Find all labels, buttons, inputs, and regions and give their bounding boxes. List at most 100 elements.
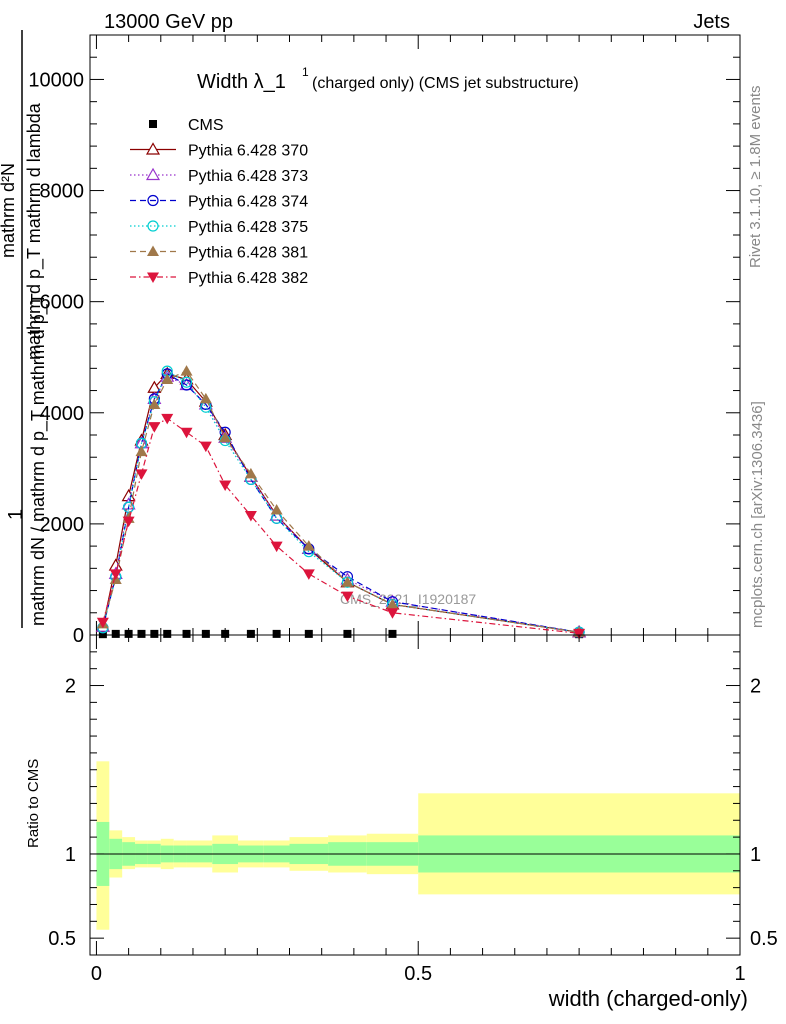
- legend-marker: [147, 220, 159, 232]
- data-point: [180, 365, 193, 376]
- plot-title: Width λ_1 1 (charged only) (CMS jet subs…: [197, 65, 579, 93]
- main-y-ticks: 0 2000 4000 6000 8000 10000: [28, 34, 740, 647]
- data-point: [180, 427, 193, 439]
- x-axis-label: width (charged-only): [548, 986, 748, 1011]
- legend-label: Pythia 6.428 382: [188, 270, 308, 287]
- data-point: [148, 422, 161, 433]
- ratio-ytick-label-right: 1: [750, 844, 761, 866]
- data-point: [272, 629, 281, 638]
- ratio-xtick-label: 0: [91, 963, 102, 985]
- main-x-ticks: [95, 35, 741, 635]
- data-point: [111, 629, 120, 638]
- data-point: [163, 629, 172, 638]
- data-point: [341, 591, 354, 603]
- series-6: [96, 413, 586, 640]
- data-point: [302, 540, 315, 551]
- data-point: [161, 413, 174, 425]
- data-point: [148, 398, 161, 409]
- data-point: [246, 629, 255, 638]
- ratio-plot-frame: [89, 634, 741, 956]
- data-point: [96, 617, 109, 629]
- ratio-ytick-label: 1: [65, 844, 76, 866]
- legend-item: Pythia 6.428 375: [130, 219, 308, 236]
- header-left: 13000 GeV pp: [104, 11, 233, 33]
- data-point: [343, 629, 352, 638]
- legend-marker: [147, 245, 159, 256]
- series-line: [102, 370, 580, 633]
- ylabel-denominator: mathrm dN / mathrm d p_T mathrm d p_T: [28, 293, 49, 626]
- data-point: [135, 445, 148, 457]
- legend-item: CMS: [149, 117, 224, 134]
- data-point: [270, 504, 283, 515]
- ratio-y-ticks: 0.5 0.5 1 1 2 2: [48, 651, 778, 950]
- title-sub: (charged only) (CMS jet substructure): [312, 75, 579, 92]
- legend-item: Pythia 6.428 370: [130, 142, 308, 160]
- data-point: [221, 629, 230, 638]
- data-point: [341, 576, 354, 587]
- main-y-axis-label: 1 mathrm d²N mathrm d p_T mathrm d lambd…: [0, 30, 49, 628]
- legend-item: Pythia 6.428 382: [130, 270, 308, 287]
- ratio-ytick-label: 0.5: [48, 928, 76, 950]
- data-point: [199, 392, 212, 404]
- data-point: [123, 501, 135, 513]
- ratio-y-label: Ratio to CMS: [25, 759, 42, 848]
- legend-label: Pythia 6.428 375: [188, 219, 308, 236]
- data-point: [199, 441, 212, 453]
- legend-item: Pythia 6.428 373: [130, 167, 308, 185]
- legend-marker: [147, 194, 159, 207]
- data-point: [219, 431, 232, 443]
- main-ytick-label: 6000: [40, 292, 85, 314]
- legend-label: Pythia 6.428 381: [188, 245, 308, 262]
- legend-item: Pythia 6.428 374: [130, 194, 308, 211]
- ratio-bands: [96, 761, 740, 930]
- data-point: [270, 541, 283, 553]
- side-text-top: Rivet 3.1.10, ≥ 1.8M events: [747, 86, 764, 269]
- main-ytick-label: 10000: [28, 69, 84, 91]
- side-text-bottom: mcplots.cern.ch [arXiv:1306.3436]: [749, 401, 766, 628]
- legend-marker: [147, 272, 159, 283]
- legend-marker: [145, 167, 161, 181]
- data-point: [386, 598, 399, 609]
- title-superscript: 1: [302, 65, 309, 79]
- ratio-ytick-label: 2: [65, 676, 76, 698]
- ratio-ytick-label-right: 2: [750, 676, 761, 698]
- series-layer: [95, 365, 587, 640]
- header-right: Jets: [693, 11, 730, 33]
- legend-marker: [145, 142, 161, 155]
- data-point: [109, 569, 122, 580]
- ylabel-numerator-sub: mathrm d p_T mathrm d lambda: [24, 102, 45, 360]
- data-point: [150, 629, 159, 638]
- main-ytick-label: 2000: [40, 514, 85, 536]
- data-point: [573, 628, 586, 640]
- legend-marker: [149, 120, 157, 128]
- main-ytick-label: 8000: [40, 181, 85, 203]
- data-point: [98, 630, 107, 639]
- data-point: [386, 608, 399, 619]
- data-point: [122, 516, 135, 528]
- legend-label: Pythia 6.428 373: [188, 168, 308, 185]
- ratio-xtick-label: 0.5: [404, 963, 432, 985]
- title-main: Width λ_1: [197, 71, 286, 93]
- data-point: [388, 629, 397, 638]
- ratio-x-ticks: 0 0.5 1: [91, 635, 746, 985]
- data-point: [244, 511, 257, 522]
- data-point: [137, 629, 146, 638]
- series-0: [98, 629, 584, 639]
- data-point: [182, 629, 191, 638]
- main-ytick-label: 0: [73, 625, 84, 647]
- data-point: [304, 629, 313, 638]
- legend: CMS Pythia 6.428 370 Pythia 6.428 373 Pythi…: [130, 117, 308, 287]
- series-line: [102, 417, 580, 634]
- legend-item: Pythia 6.428 381: [130, 245, 308, 262]
- data-point: [180, 379, 193, 391]
- data-point: [244, 467, 257, 479]
- data-point: [135, 469, 148, 480]
- ratio-xtick-label: 1: [734, 963, 745, 985]
- legend-label: CMS: [188, 117, 224, 134]
- data-point: [219, 480, 232, 491]
- data-point: [124, 629, 133, 638]
- ylabel-numerator: mathrm d²N: [0, 163, 18, 258]
- series-line: [102, 370, 580, 633]
- data-point: [161, 373, 174, 384]
